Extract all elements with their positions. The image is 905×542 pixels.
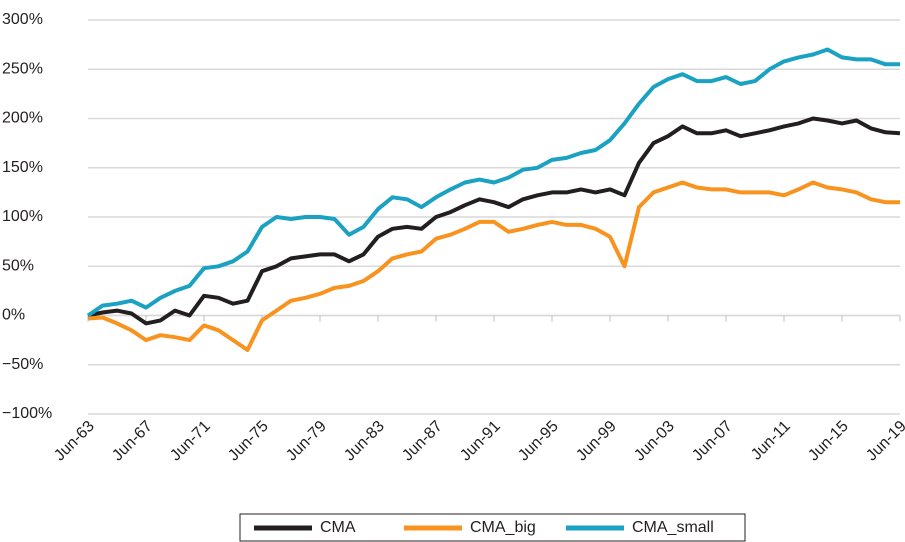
x-tick-label: Jun-91: [457, 418, 504, 465]
legend-label: CMA_small: [632, 519, 714, 536]
series-line: [87, 116, 901, 326]
y-tick-label: 300%: [2, 11, 43, 28]
series-line: [86, 47, 900, 318]
y-tick-label: −100%: [2, 405, 52, 422]
x-tick-label: Jun-75: [225, 418, 272, 465]
x-tick-label: Jun-67: [109, 418, 156, 465]
x-tick-label: Jun-63: [51, 418, 98, 465]
x-tick-label: Jun-15: [805, 418, 852, 465]
x-tick-label: Jun-71: [167, 418, 214, 465]
x-tick-label: Jun-19: [863, 418, 905, 465]
x-tick-label: Jun-79: [283, 418, 330, 465]
y-tick-label: 200%: [2, 110, 43, 127]
legend-label: CMA: [320, 519, 356, 536]
x-tick-label: Jun-87: [399, 418, 446, 465]
x-tick-label: Jun-11: [748, 418, 794, 464]
x-tick-label: Jun-83: [341, 418, 388, 465]
y-tick-label: 150%: [2, 159, 43, 176]
series-line: [87, 180, 900, 352]
y-tick-label: −50%: [2, 356, 43, 373]
x-tick-label: Jun-99: [573, 418, 620, 465]
x-tick-label: Jun-07: [689, 418, 736, 465]
x-tick-label: Jun-95: [515, 418, 562, 465]
legend-box: [239, 513, 746, 542]
legend-label: CMA_big: [470, 519, 536, 536]
y-tick-label: 100%: [2, 208, 43, 225]
y-tick-label: 250%: [2, 60, 43, 77]
y-tick-label: 50%: [2, 257, 34, 274]
y-tick-label: 0%: [2, 307, 25, 324]
legend: CMA CMA_big CMA_small: [239, 513, 746, 542]
x-tick-label: Jun-03: [631, 418, 678, 465]
